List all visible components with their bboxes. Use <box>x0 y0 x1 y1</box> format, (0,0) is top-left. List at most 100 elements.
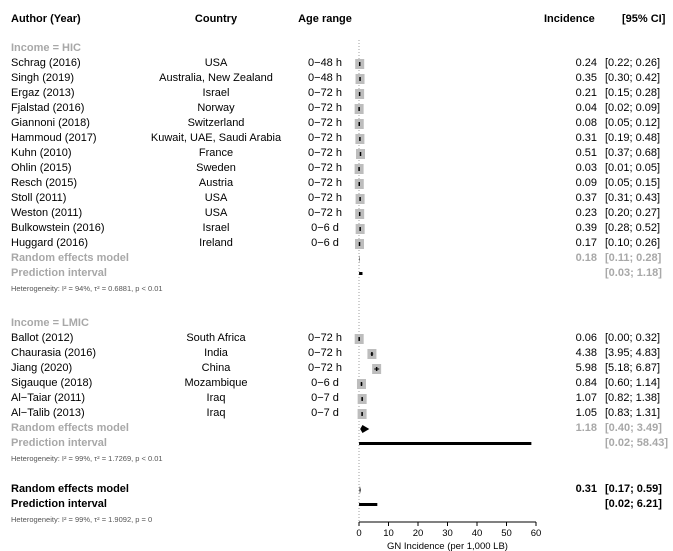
study-country: Kuwait, UAE, Saudi Arabia <box>150 132 282 144</box>
study-country: France <box>198 147 234 159</box>
study-age: 0−6 d <box>311 222 339 234</box>
study-estimate: 0.17 <box>575 237 597 249</box>
study-age: 0−72 h <box>308 192 342 204</box>
study-name: Hammoud (2017) <box>11 132 97 144</box>
study-estimate: 0.39 <box>575 222 597 234</box>
subgroup-random-diamond <box>359 255 360 263</box>
overall-prediction-label: Prediction interval <box>11 498 107 510</box>
study-ci: [0.20; 0.27] <box>605 207 661 219</box>
x-tick-label: 30 <box>442 528 453 539</box>
study-ci: [0.19; 0.48] <box>605 132 661 144</box>
subgroup-prediction-ci: [0.02; 58.43] <box>605 437 668 449</box>
study-estimate: 0.84 <box>575 377 597 389</box>
header-age: Age range <box>298 13 352 25</box>
study-ci: [3.95; 4.83] <box>605 347 661 359</box>
study-country: Austria <box>198 177 234 189</box>
subgroup-heterogeneity: Heterogeneity: I² = 94%, τ² = 0.6881, p … <box>11 284 163 293</box>
subgroup-heterogeneity: Heterogeneity: I² = 99%, τ² = 1.7269, p … <box>11 454 163 463</box>
study-ci: [0.60; 1.14] <box>605 377 661 389</box>
subgroup-random-estimate: 0.18 <box>575 252 597 264</box>
study-ci: [0.10; 0.26] <box>605 237 661 249</box>
study-estimate: 0.08 <box>575 117 597 129</box>
subgroup-random-diamond <box>360 425 370 433</box>
header-country: Country <box>194 13 238 25</box>
x-axis-label: GN Incidence (per 1,000 LB) <box>387 541 508 551</box>
overall-random-estimate: 0.31 <box>575 483 597 495</box>
study-age: 0−72 h <box>308 207 342 219</box>
study-name: Weston (2011) <box>11 207 83 219</box>
x-tick-label: 40 <box>472 528 483 539</box>
x-tick-label: 50 <box>501 528 512 539</box>
study-age: 0−72 h <box>308 117 342 129</box>
study-ci: [0.05; 0.15] <box>605 177 661 189</box>
study-ci: [0.15; 0.28] <box>605 87 661 99</box>
study-name: Fjalstad (2016) <box>11 102 85 114</box>
study-ci: [0.01; 0.05] <box>605 162 661 174</box>
study-ci: [0.30; 0.42] <box>605 72 661 84</box>
study-name: Al−Talib (2013) <box>11 407 85 419</box>
study-estimate: 1.05 <box>575 407 597 419</box>
study-estimate: 4.38 <box>575 347 597 359</box>
study-ci: [0.00; 0.32] <box>605 332 661 344</box>
study-country: Israel <box>202 222 230 234</box>
subgroup-random-label: Random effects model <box>11 422 129 434</box>
study-name: Jiang (2020) <box>11 362 73 374</box>
study-country: Australia, New Zealand <box>159 72 273 84</box>
subgroup-prediction-label: Prediction interval <box>11 267 107 279</box>
study-name: Huggard (2016) <box>11 237 89 249</box>
study-country: Norway <box>197 102 235 114</box>
overall-heterogeneity: Heterogeneity: I² = 99%, τ² = 1.9092, p … <box>11 515 153 524</box>
study-name: Resch (2015) <box>11 177 78 189</box>
overall-random-label: Random effects model <box>11 483 129 495</box>
study-name: Singh (2019) <box>11 72 74 84</box>
overall-prediction-bar <box>359 503 378 506</box>
subgroup-prediction-bar <box>359 272 363 275</box>
study-ci: [0.28; 0.52] <box>605 222 661 234</box>
study-name: Ballot (2012) <box>11 332 74 344</box>
study-ci: [0.05; 0.12] <box>605 117 661 129</box>
study-estimate: 0.21 <box>575 87 597 99</box>
subgroup-random-estimate: 1.18 <box>575 422 597 434</box>
study-name: Giannoni (2018) <box>11 117 90 129</box>
study-age: 0−6 d <box>311 377 339 389</box>
study-name: Stoll (2011) <box>11 192 67 204</box>
study-name: Bulkowstein (2016) <box>11 222 105 234</box>
study-country: China <box>201 362 231 374</box>
study-age: 0−7 d <box>311 407 339 419</box>
study-estimate: 0.35 <box>575 72 597 84</box>
overall-prediction-ci: [0.02; 6.21] <box>605 498 662 510</box>
study-age: 0−7 d <box>311 392 339 404</box>
x-tick-label: 20 <box>413 528 424 539</box>
study-country: Iraq <box>206 407 226 419</box>
study-age: 0−72 h <box>308 362 342 374</box>
study-estimate: 0.37 <box>575 192 597 204</box>
header-ci: [95% CI] <box>622 13 666 25</box>
subgroup-prediction-bar <box>359 442 532 445</box>
study-ci: [5.18; 6.87] <box>605 362 661 374</box>
study-estimate: 0.03 <box>575 162 597 174</box>
study-country: India <box>204 347 228 359</box>
subgroup-label: Income = LMIC <box>11 317 89 329</box>
study-age: 0−48 h <box>308 57 342 69</box>
header-study: Author (Year) <box>11 13 81 25</box>
study-name: Ergaz (2013) <box>11 87 75 99</box>
study-ci: [0.82; 1.38] <box>605 392 661 404</box>
subgroup-random-ci: [0.11; 0.28] <box>605 252 662 264</box>
subgroup-prediction-ci: [0.03; 1.18] <box>605 267 662 279</box>
study-age: 0−48 h <box>308 72 342 84</box>
overall-random-diamond <box>359 486 361 494</box>
overall-random-ci: [0.17; 0.59] <box>605 483 662 495</box>
study-age: 0−72 h <box>308 102 342 114</box>
study-age: 0−6 d <box>311 237 339 249</box>
study-country: Mozambique <box>184 377 248 389</box>
study-age: 0−72 h <box>308 162 342 174</box>
x-tick-label: 10 <box>383 528 394 539</box>
study-estimate: 0.06 <box>575 332 597 344</box>
header-incidence: Incidence <box>544 13 595 25</box>
study-ci: [0.37; 0.68] <box>605 147 661 159</box>
study-estimate: 0.51 <box>575 147 597 159</box>
study-country: Ireland <box>199 237 233 249</box>
study-estimate: 0.04 <box>575 102 597 114</box>
subgroup-random-ci: [0.40; 3.49] <box>605 422 662 434</box>
